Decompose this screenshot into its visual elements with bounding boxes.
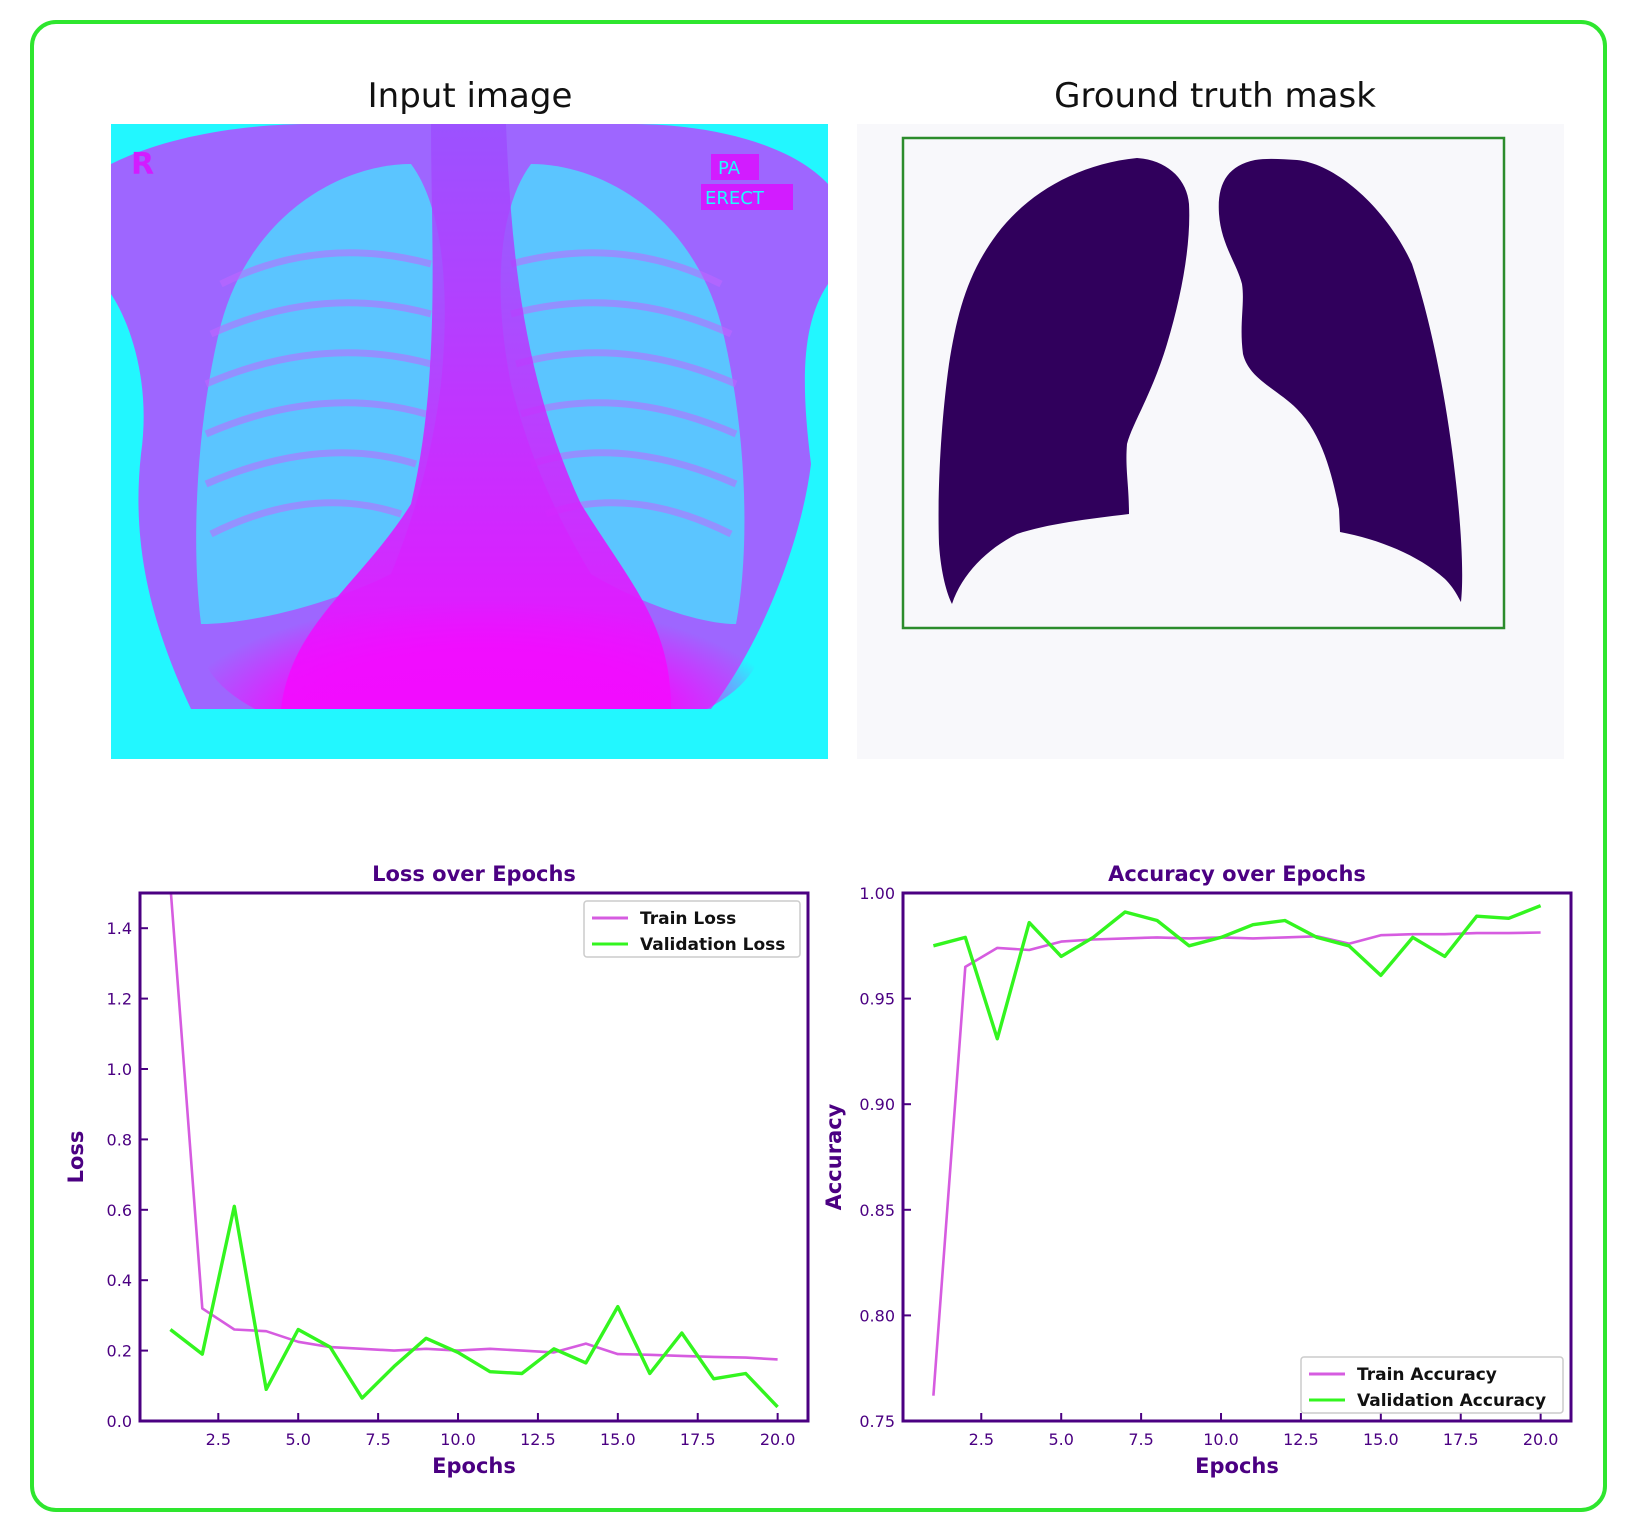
y-tick-label: 1.2: [107, 990, 132, 1009]
y-axis-label: Accuracy: [822, 1103, 846, 1210]
training-curves-svg: Loss over Epochs 2.5 5.0 7.5 10.0 12.5 15.0 17.…: [64, 862, 1573, 1478]
chart-2: Accuracy over Epochs 2.5 5.0 7.5 10.0 12.5 15.…: [822, 862, 1573, 1478]
y-tick-label: 0.2: [107, 1342, 132, 1361]
plot-frame: [901, 891, 1573, 1423]
x-tick-label: 12.5: [1283, 1430, 1319, 1449]
x-tick-label: 15.0: [1363, 1430, 1399, 1449]
legend-label: Validation Loss: [640, 935, 785, 955]
x-axis-label: Epochs: [432, 1454, 516, 1478]
y-tick-label: 1.0: [107, 1060, 132, 1079]
y-tick-label: 0.75: [859, 1412, 895, 1431]
x-tick-label: 20.0: [760, 1430, 796, 1449]
y-tick-label: 1.4: [107, 919, 132, 938]
x-tick-label: 7.5: [365, 1430, 390, 1449]
chart-title: Accuracy over Epochs: [1108, 862, 1366, 886]
ground-truth-mask-image: [857, 124, 1564, 759]
x-tick-label: 15.0: [600, 1430, 636, 1449]
legend: Train Loss Validation Loss: [583, 900, 801, 958]
series-line-1: [169, 893, 778, 1361]
y-tick-label: 0.6: [107, 1201, 132, 1220]
chart-1: Loss over Epochs 2.5 5.0 7.5 10.0 12.5 15.0 17.…: [64, 862, 810, 1478]
x-tick-label: 2.5: [206, 1430, 231, 1449]
y-axis-label: Loss: [64, 1131, 88, 1184]
chart-title: Loss over Epochs: [372, 862, 576, 886]
training-curves-area: Loss over Epochs 2.5 5.0 7.5 10.0 12.5 15.0 17.…: [0, 850, 1630, 1490]
right-lung-mask: [1218, 158, 1463, 602]
x-tick-label: 5.0: [285, 1430, 310, 1449]
left-lung-mask: [938, 158, 1190, 604]
mask-bounding-box: [901, 136, 1506, 630]
legend-label: Validation Accuracy: [1357, 1391, 1546, 1411]
y-tick-label: 0.80: [859, 1306, 895, 1325]
y-tick-label: 0.90: [859, 1095, 895, 1114]
x-tick-label: 20.0: [1523, 1430, 1559, 1449]
mask-title: Ground truth mask: [1054, 76, 1376, 116]
legend-label: Train Accuracy: [1357, 1365, 1497, 1385]
x-axis-label: Epochs: [1195, 1454, 1279, 1478]
y-tick-label: 0.0: [107, 1412, 132, 1431]
legend: Train Accuracy Validation Accuracy: [1300, 1356, 1564, 1414]
legend-box: [1300, 1356, 1564, 1414]
x-tick-label: 10.0: [440, 1430, 476, 1449]
x-tick-label: 17.5: [1443, 1430, 1479, 1449]
legend-label: Train Loss: [640, 909, 736, 929]
y-tick-label: 0.4: [107, 1271, 132, 1290]
x-tick-label: 10.0: [1203, 1430, 1239, 1449]
xray-side-marker: R: [131, 147, 154, 182]
legend-box: [583, 900, 801, 958]
series-line-2: [169, 1204, 779, 1409]
input-image-title: Input image: [367, 76, 573, 116]
series-line-1: [932, 931, 1541, 1396]
y-tick-label: 0.85: [859, 1201, 895, 1220]
xray-position-label: ERECT: [705, 188, 765, 209]
y-tick-label: 0.8: [107, 1130, 132, 1149]
x-tick-label: 2.5: [969, 1430, 994, 1449]
plot-frame: [138, 891, 810, 1423]
x-tick-label: 12.5: [520, 1430, 556, 1449]
y-tick-label: 1.00: [859, 884, 895, 903]
series-line-2: [932, 904, 1542, 1041]
input-xray-image: R PA ERECT: [111, 124, 828, 759]
y-tick-label: 0.95: [859, 990, 895, 1009]
x-tick-label: 5.0: [1048, 1430, 1073, 1449]
xray-view-label: PA: [718, 158, 741, 179]
x-tick-label: 7.5: [1128, 1430, 1153, 1449]
x-tick-label: 17.5: [680, 1430, 716, 1449]
